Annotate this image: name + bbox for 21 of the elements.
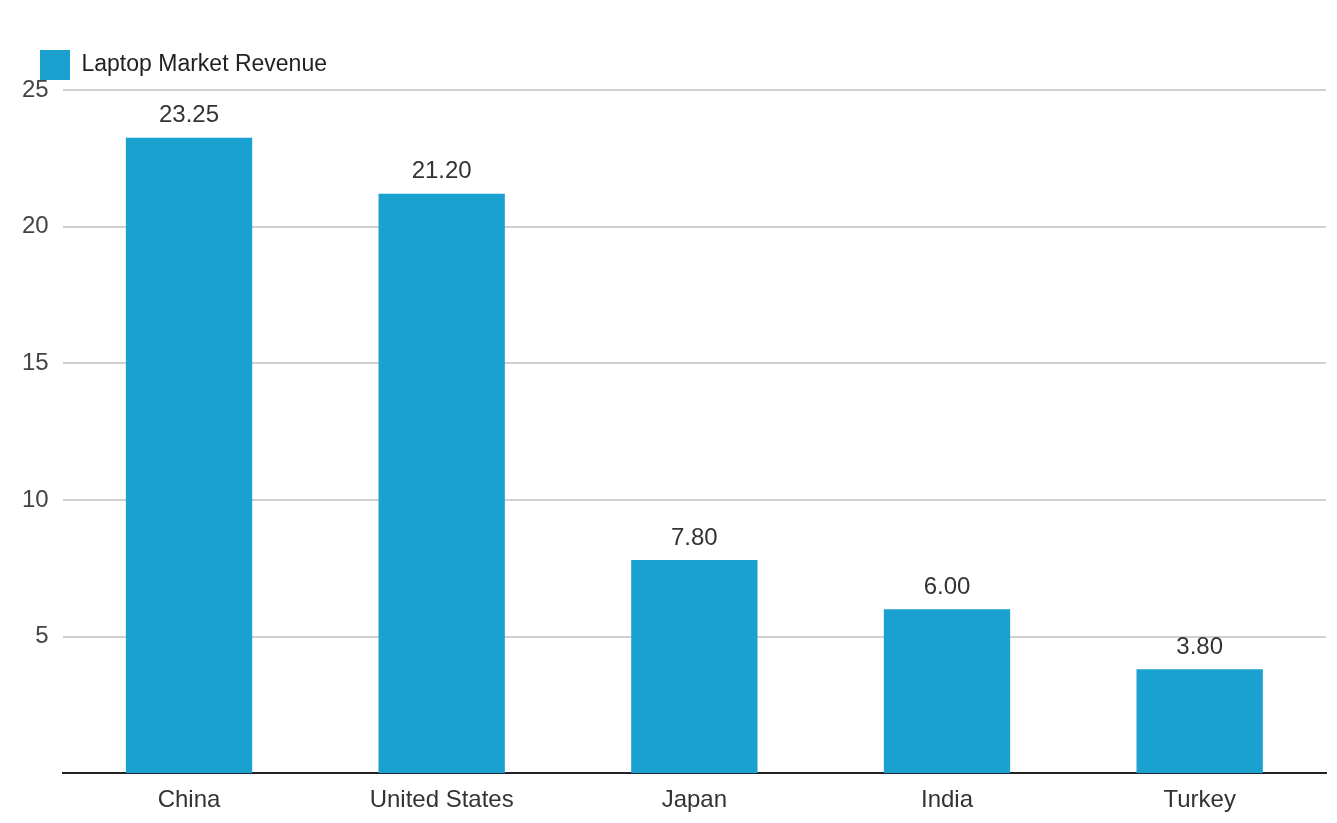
y-tick-label: 5 bbox=[35, 621, 49, 649]
bar bbox=[631, 560, 758, 774]
bar bbox=[883, 609, 1011, 774]
bar bbox=[1136, 669, 1263, 774]
bar bbox=[378, 193, 505, 774]
y-tick-label: 25 bbox=[21, 74, 49, 102]
legend-label: Laptop Market Revenue bbox=[81, 50, 327, 77]
data-label: 3.80 bbox=[1176, 631, 1224, 659]
x-tick-label: United States bbox=[369, 785, 514, 813]
data-label: 21.20 bbox=[411, 156, 472, 184]
y-tick-label: 20 bbox=[21, 211, 49, 239]
x-tick-label: Japan bbox=[661, 785, 728, 813]
bar bbox=[125, 137, 253, 774]
x-tick-label: India bbox=[920, 785, 974, 813]
y-tick-label: 10 bbox=[21, 484, 49, 512]
data-label: 7.80 bbox=[670, 522, 718, 550]
x-tick-label: China bbox=[157, 785, 222, 813]
data-label: 6.00 bbox=[923, 571, 971, 599]
y-tick-label: 15 bbox=[21, 347, 49, 375]
data-label: 23.25 bbox=[158, 100, 220, 128]
x-tick-label: Turkey bbox=[1163, 785, 1236, 813]
